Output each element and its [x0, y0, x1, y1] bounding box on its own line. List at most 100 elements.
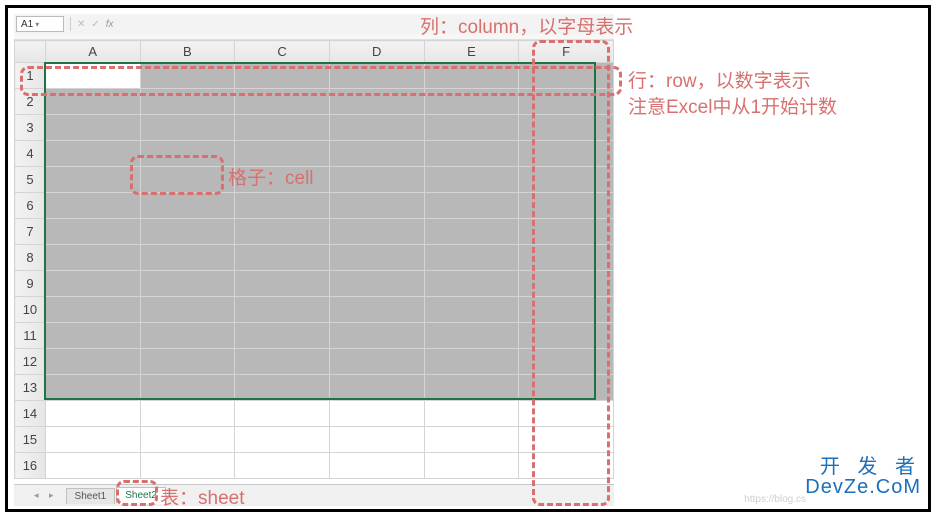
cell[interactable]	[329, 89, 424, 115]
cell[interactable]	[235, 323, 330, 349]
cell[interactable]	[45, 323, 140, 349]
row-header-10[interactable]: 10	[15, 297, 46, 323]
cell[interactable]	[140, 375, 235, 401]
cell[interactable]	[424, 323, 519, 349]
cell[interactable]	[45, 375, 140, 401]
col-header-a[interactable]: A	[45, 41, 140, 63]
fx-confirm-icon[interactable]: ✓	[91, 19, 99, 30]
cell[interactable]	[424, 115, 519, 141]
cell[interactable]	[519, 219, 614, 245]
cell[interactable]	[519, 427, 614, 453]
row-header-7[interactable]: 7	[15, 219, 46, 245]
cell[interactable]	[329, 219, 424, 245]
cell[interactable]	[519, 453, 614, 479]
cell[interactable]	[235, 427, 330, 453]
cell[interactable]	[329, 193, 424, 219]
row-header-5[interactable]: 5	[15, 167, 46, 193]
cell[interactable]	[45, 115, 140, 141]
tab-nav-arrows[interactable]: ◂ ▸	[34, 490, 58, 501]
cell[interactable]	[45, 245, 140, 271]
worksheet-grid[interactable]: A B C D E F 12345678910111213141516	[14, 40, 614, 479]
cell[interactable]	[329, 375, 424, 401]
cell[interactable]	[45, 271, 140, 297]
cell[interactable]	[235, 89, 330, 115]
cell[interactable]	[424, 375, 519, 401]
row-header-15[interactable]: 15	[15, 427, 46, 453]
cell[interactable]	[140, 193, 235, 219]
cell[interactable]	[424, 349, 519, 375]
cell[interactable]	[519, 323, 614, 349]
cell[interactable]	[329, 167, 424, 193]
cell[interactable]	[329, 401, 424, 427]
cell[interactable]	[140, 167, 235, 193]
cell[interactable]	[329, 271, 424, 297]
cell[interactable]	[519, 349, 614, 375]
cell[interactable]	[235, 193, 330, 219]
cell[interactable]	[45, 401, 140, 427]
cell[interactable]	[424, 245, 519, 271]
col-header-e[interactable]: E	[424, 41, 519, 63]
row-header-13[interactable]: 13	[15, 375, 46, 401]
cell[interactable]	[519, 115, 614, 141]
col-header-b[interactable]: B	[140, 41, 235, 63]
row-header-12[interactable]: 12	[15, 349, 46, 375]
cell[interactable]	[140, 89, 235, 115]
cell[interactable]	[424, 89, 519, 115]
formula-bar[interactable]: ✕ ✓ fx	[70, 17, 114, 31]
cell[interactable]	[235, 271, 330, 297]
cell[interactable]	[45, 63, 140, 89]
cell[interactable]	[329, 323, 424, 349]
row-header-2[interactable]: 2	[15, 89, 46, 115]
cell[interactable]	[45, 297, 140, 323]
cell[interactable]	[140, 141, 235, 167]
cell[interactable]	[424, 427, 519, 453]
cell[interactable]	[140, 453, 235, 479]
fx-cancel-icon[interactable]: ✕	[77, 19, 85, 30]
cell[interactable]	[235, 297, 330, 323]
cell[interactable]	[519, 245, 614, 271]
cell[interactable]	[235, 401, 330, 427]
cell[interactable]	[45, 453, 140, 479]
row-header-9[interactable]: 9	[15, 271, 46, 297]
row-header-4[interactable]: 4	[15, 141, 46, 167]
cell[interactable]	[140, 297, 235, 323]
cell[interactable]	[329, 63, 424, 89]
row-header-16[interactable]: 16	[15, 453, 46, 479]
cell[interactable]	[140, 271, 235, 297]
cell[interactable]	[329, 453, 424, 479]
cell[interactable]	[519, 401, 614, 427]
cell[interactable]	[519, 63, 614, 89]
cell[interactable]	[140, 63, 235, 89]
cell[interactable]	[45, 141, 140, 167]
cell[interactable]	[424, 271, 519, 297]
cell[interactable]	[45, 427, 140, 453]
cell[interactable]	[140, 115, 235, 141]
cell[interactable]	[519, 167, 614, 193]
cell[interactable]	[519, 193, 614, 219]
cell[interactable]	[235, 219, 330, 245]
cell[interactable]	[235, 349, 330, 375]
row-header-8[interactable]: 8	[15, 245, 46, 271]
cell[interactable]	[140, 323, 235, 349]
cell[interactable]	[424, 193, 519, 219]
cell[interactable]	[329, 245, 424, 271]
sheet-tab-2[interactable]: Sheet2	[116, 487, 166, 504]
cell[interactable]	[45, 193, 140, 219]
cell[interactable]	[235, 63, 330, 89]
cell[interactable]	[140, 219, 235, 245]
cell[interactable]	[45, 89, 140, 115]
cell[interactable]	[519, 271, 614, 297]
cell[interactable]	[424, 297, 519, 323]
row-header-14[interactable]: 14	[15, 401, 46, 427]
cell[interactable]	[424, 453, 519, 479]
cell[interactable]	[45, 219, 140, 245]
cell[interactable]	[235, 453, 330, 479]
cell[interactable]	[329, 115, 424, 141]
cell[interactable]	[329, 427, 424, 453]
cell[interactable]	[235, 245, 330, 271]
col-header-d[interactable]: D	[329, 41, 424, 63]
cell[interactable]	[329, 297, 424, 323]
cell[interactable]	[424, 219, 519, 245]
sheet-tab-1[interactable]: Sheet1	[66, 488, 116, 504]
cell[interactable]	[235, 115, 330, 141]
